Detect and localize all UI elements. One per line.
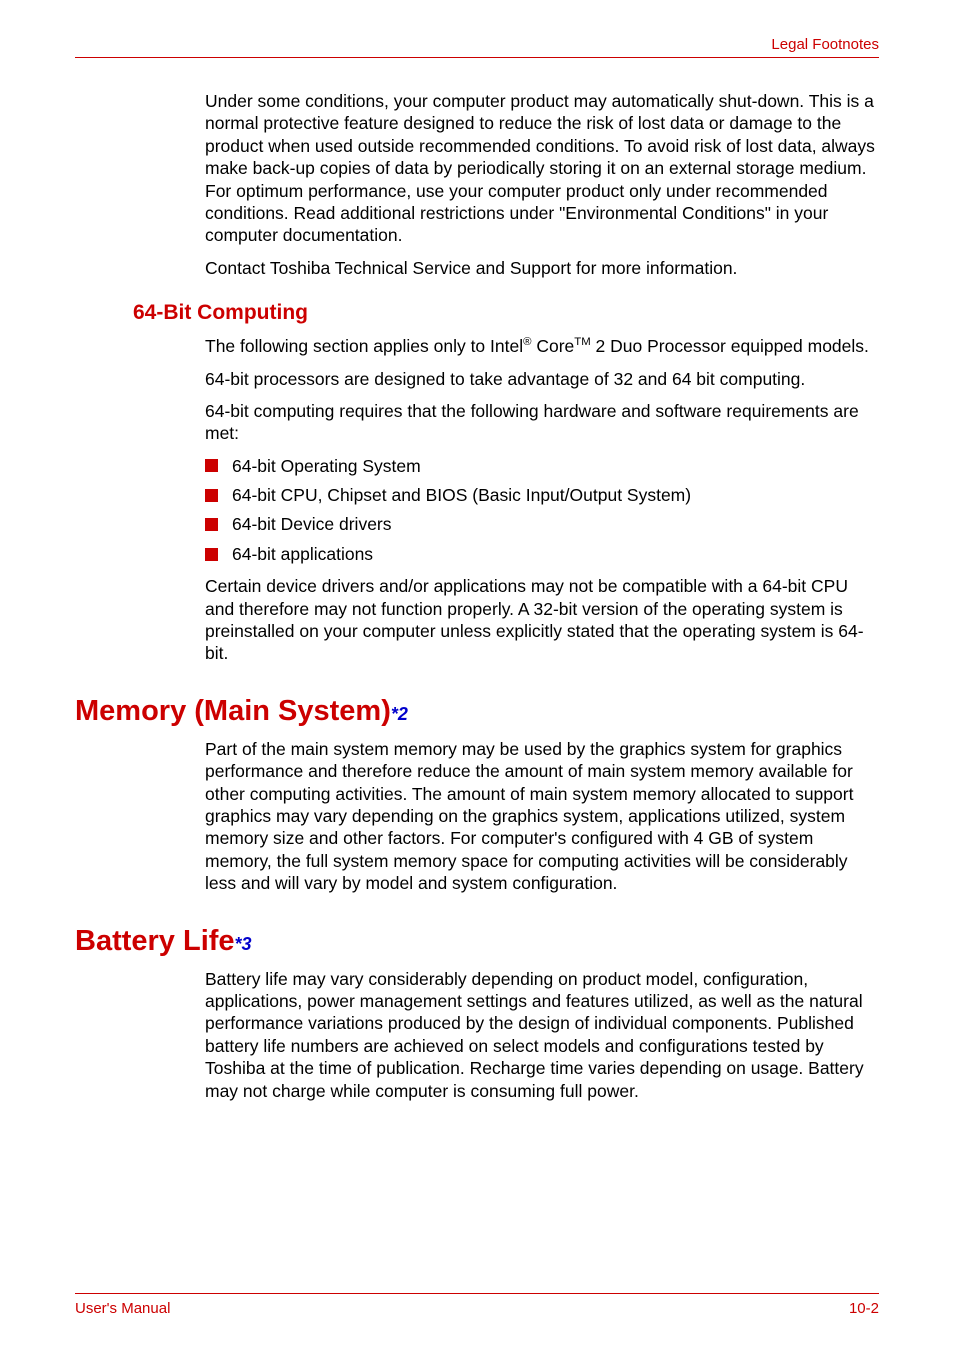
page-header: Legal Footnotes [75, 36, 879, 58]
bullet-text-3: 64-bit applications [232, 543, 373, 565]
intro-p1: Under some conditions, your computer pro… [205, 90, 879, 247]
heading-64bit: 64-Bit Computing [133, 301, 879, 325]
list-item: 64-bit Device drivers [205, 513, 879, 535]
memory-heading-text: Memory (Main System) [75, 695, 391, 727]
footer-right: 10-2 [849, 1300, 879, 1317]
header-title: Legal Footnotes [75, 36, 879, 53]
section64-p3: 64-bit computing requires that the follo… [205, 400, 879, 445]
list-item: 64-bit applications [205, 543, 879, 565]
list-item: 64-bit Operating System [205, 455, 879, 477]
bullet-text-0: 64-bit Operating System [232, 455, 421, 477]
bullet-icon [205, 548, 218, 561]
p1-post: 2 Duo Processor equipped models. [591, 336, 869, 356]
intro-p2: Contact Toshiba Technical Service and Su… [205, 257, 879, 279]
battery-heading-text: Battery Life [75, 925, 235, 957]
list-item: 64-bit CPU, Chipset and BIOS (Basic Inpu… [205, 484, 879, 506]
p1-pre: The following section applies only to In… [205, 336, 523, 356]
page-footer: User's Manual 10-2 [75, 1293, 879, 1317]
bullet-text-2: 64-bit Device drivers [232, 513, 392, 535]
footer-left: User's Manual [75, 1300, 170, 1317]
requirements-list: 64-bit Operating System 64-bit CPU, Chip… [205, 455, 879, 566]
memory-p1: Part of the main system memory may be us… [205, 738, 879, 895]
bullet-icon [205, 459, 218, 472]
heading-memory: Memory (Main System)*2 [75, 695, 879, 728]
section64-p2: 64-bit processors are designed to take a… [205, 368, 879, 390]
battery-ref-link[interactable]: *3 [235, 934, 252, 954]
bullet-icon [205, 518, 218, 531]
tm-mark: TM [574, 336, 590, 348]
p1-mid: Core [531, 336, 574, 356]
memory-ref-link[interactable]: *2 [391, 704, 408, 724]
bullet-text-1: 64-bit CPU, Chipset and BIOS (Basic Inpu… [232, 484, 691, 506]
section64-p1: The following section applies only to In… [205, 335, 879, 357]
section64-p4: Certain device drivers and/or applicatio… [205, 575, 879, 665]
battery-p1: Battery life may vary considerably depen… [205, 968, 879, 1102]
bullet-icon [205, 489, 218, 502]
heading-battery: Battery Life*3 [75, 925, 879, 958]
